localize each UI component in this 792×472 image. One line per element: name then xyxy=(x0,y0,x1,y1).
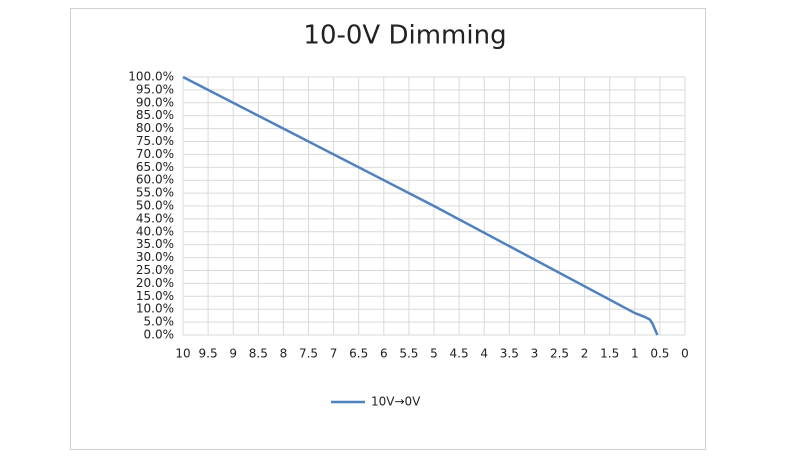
data-line xyxy=(182,75,659,336)
y-tick-label: 95.0% xyxy=(136,82,174,96)
legend-label: 10V→0V xyxy=(371,395,421,409)
y-tick-label: 30.0% xyxy=(136,250,174,264)
x-tick-label: 9.5 xyxy=(199,347,218,361)
x-tick-label: 1.5 xyxy=(600,347,619,361)
x-tick-label: 1 xyxy=(631,347,639,361)
y-tick-label: 20.0% xyxy=(136,276,174,290)
x-tick-label: 6.5 xyxy=(349,347,368,361)
y-tick-label: 75.0% xyxy=(136,134,174,148)
y-tick-label: 80.0% xyxy=(136,121,174,135)
x-tick-label: 10 xyxy=(175,347,190,361)
y-tick-label: 55.0% xyxy=(136,186,174,200)
y-tick-label: 70.0% xyxy=(136,147,174,161)
x-tick-label: 3 xyxy=(531,347,539,361)
y-tick-label: 65.0% xyxy=(136,160,174,174)
x-tick-label: 2.5 xyxy=(550,347,569,361)
x-tick-label: 4 xyxy=(480,347,488,361)
x-tick-label: 8 xyxy=(280,347,288,361)
y-tick-label: 50.0% xyxy=(136,199,174,213)
x-tick-label: 0 xyxy=(681,347,689,361)
x-tick-label: 7 xyxy=(330,347,338,361)
y-tick-label: 0.0% xyxy=(144,328,175,342)
y-tick-label: 85.0% xyxy=(136,108,174,122)
y-tick-label: 90.0% xyxy=(136,95,174,109)
chart-frame xyxy=(70,8,706,450)
x-tick-label: 5.5 xyxy=(399,347,418,361)
x-tick-label: 4.5 xyxy=(450,347,469,361)
x-tick-label: 8.5 xyxy=(249,347,268,361)
x-tick-label: 6 xyxy=(380,347,388,361)
y-tick-label: 25.0% xyxy=(136,263,174,277)
x-tick-label: 5 xyxy=(430,347,438,361)
chart-title: 10-0V Dimming xyxy=(303,21,506,51)
y-tick-label: 60.0% xyxy=(136,173,174,187)
x-tick-label: 9 xyxy=(229,347,237,361)
y-tick-label: 100.0% xyxy=(128,70,174,84)
y-tick-label: 10.0% xyxy=(136,302,174,316)
x-tick-label: 7.5 xyxy=(299,347,318,361)
y-tick-label: 5.0% xyxy=(144,315,175,329)
x-tick-label: 2 xyxy=(581,347,589,361)
y-tick-label: 40.0% xyxy=(136,224,174,238)
y-tick-label: 45.0% xyxy=(136,211,174,225)
y-tick-label: 15.0% xyxy=(136,289,174,303)
y-tick-label: 35.0% xyxy=(136,237,174,251)
x-tick-label: 0.5 xyxy=(650,347,669,361)
x-tick-label: 3.5 xyxy=(500,347,519,361)
